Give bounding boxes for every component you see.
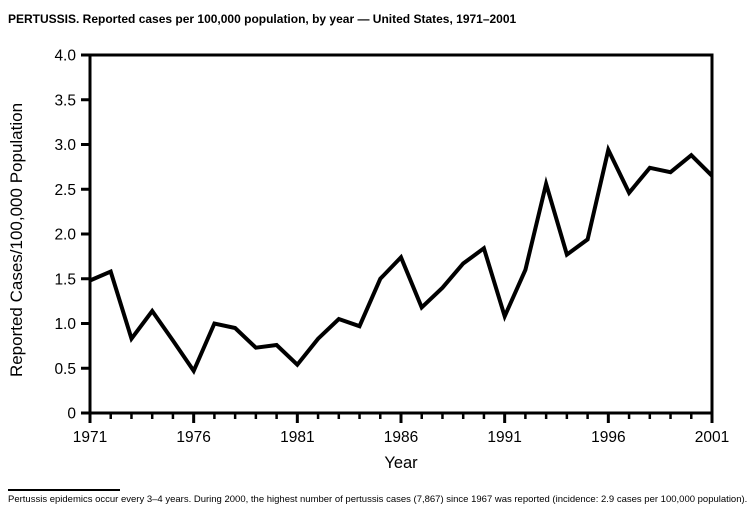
x-tick-label: 1991 <box>487 429 521 446</box>
pertussis-line-chart: 0 0.5 1.0 1.5 2.0 2.5 3.0 3.5 4.0 1971 1976 1981 198… <box>7 48 729 473</box>
y-tick-label: 0 <box>67 406 76 423</box>
y-tick-label: 3.0 <box>54 137 76 154</box>
y-tick-label: 2.5 <box>54 182 76 199</box>
x-tick-label: 1971 <box>73 429 107 446</box>
y-tick-label: 4.0 <box>54 48 76 65</box>
footnote-text: Pertussis epidemics occur every 3–4 year… <box>8 494 748 505</box>
plot-frame <box>88 53 714 415</box>
y-tick-label: 3.5 <box>54 92 76 109</box>
chart-title: PERTUSSIS. Reported cases per 100,000 po… <box>8 12 517 26</box>
x-tick-label: 1986 <box>384 429 418 446</box>
x-axis-title: Year <box>384 454 418 472</box>
y-tick-label: 2.0 <box>54 227 76 244</box>
x-tick-label: 1996 <box>591 429 625 446</box>
x-tick-label: 1981 <box>280 429 314 446</box>
y-tick-label: 0.5 <box>54 361 76 378</box>
y-tick-label: 1.0 <box>54 316 76 333</box>
x-tick-label: 2001 <box>695 429 729 446</box>
footnote-rule <box>8 489 120 491</box>
x-tick-label: 1976 <box>176 429 210 446</box>
data-line <box>89 143 714 376</box>
y-tick-label: 1.5 <box>54 271 76 288</box>
y-axis-title: Reported Cases/100,000 Population <box>7 103 26 377</box>
